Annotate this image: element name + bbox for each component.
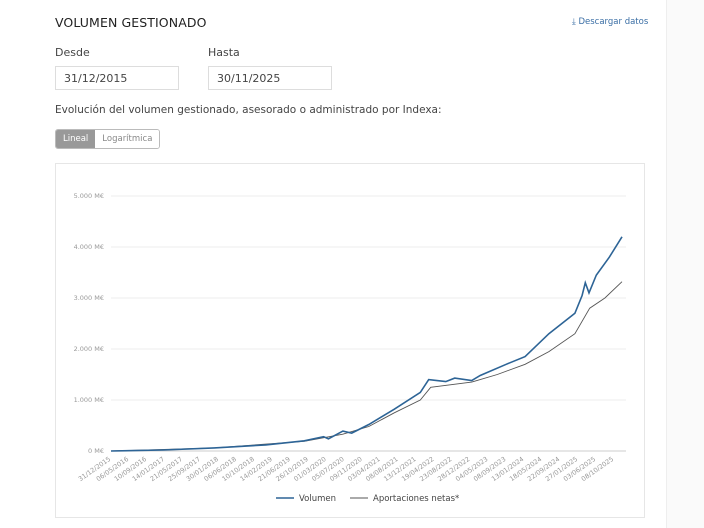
y-tick-label: 1.000 M€ xyxy=(74,396,104,404)
to-label: Hasta xyxy=(208,46,240,59)
y-tick-label: 3.000 M€ xyxy=(74,294,104,302)
y-tick-label: 5.000 M€ xyxy=(74,192,104,200)
from-date-input[interactable]: 31/12/2015 xyxy=(55,66,179,90)
series-line-volumen xyxy=(110,236,623,452)
download-icon: ⤓ xyxy=(572,17,576,27)
series-line-aportaciones xyxy=(110,281,623,452)
chart-container xyxy=(55,163,645,518)
page-title: VOLUMEN GESTIONADO xyxy=(55,15,207,30)
right-panel-edge xyxy=(666,0,704,528)
legend-label: Aportaciones netas* xyxy=(373,494,459,504)
y-tick-label: 0 M€ xyxy=(88,447,104,455)
y-tick-label: 4.000 M€ xyxy=(74,243,104,251)
scale-linear-button[interactable]: Lineal xyxy=(56,130,96,148)
download-data-link[interactable]: ⤓ Descargar datos xyxy=(572,17,649,27)
to-date-input[interactable]: 30/11/2025 xyxy=(208,66,332,90)
chart-description: Evolución del volumen gestionado, asesor… xyxy=(55,104,442,116)
y-tick-label: 2.000 M€ xyxy=(74,345,104,353)
scale-toggle: Lineal Logarítmica xyxy=(55,129,161,149)
legend-label: Volumen xyxy=(299,494,336,504)
scale-log-button[interactable]: Logarítmica xyxy=(95,130,160,148)
from-label: Desde xyxy=(55,46,90,59)
